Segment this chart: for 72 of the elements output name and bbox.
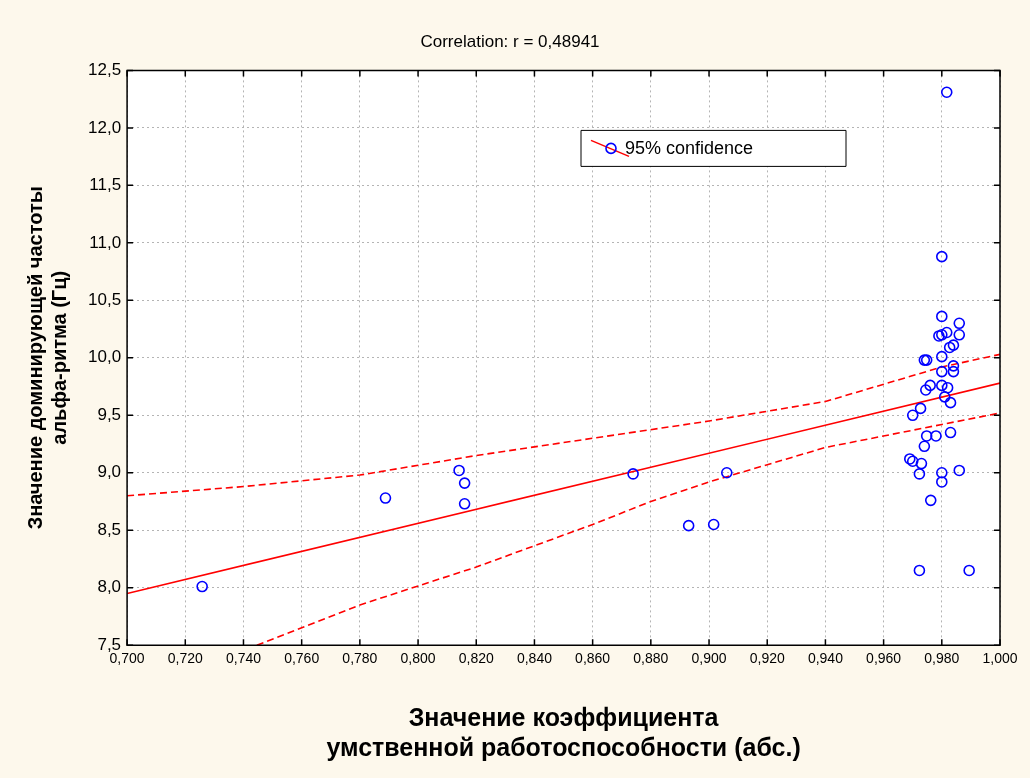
- point: [943, 341, 956, 354]
- y-tick-label: 9,5: [97, 404, 122, 424]
- y-tick-label: 12,0: [87, 117, 122, 137]
- line-series: [127, 353, 1000, 497]
- chart-title: Correlation: r = 0,48941: [420, 31, 600, 51]
- x-tick-label: 0,940: [807, 650, 844, 667]
- point: [936, 365, 948, 378]
- point: [918, 440, 931, 453]
- point: [458, 477, 471, 489]
- point: [940, 326, 953, 339]
- point: [915, 457, 928, 470]
- x-tick-label: 0,880: [633, 650, 669, 667]
- x-tick-label: 0,840: [516, 650, 553, 667]
- point: [936, 466, 948, 479]
- point: [944, 396, 957, 409]
- x-tick-label: 1,000: [982, 650, 1018, 667]
- point: [953, 317, 966, 330]
- y-tick-label: 8,0: [97, 577, 122, 597]
- y-axis-title: Значение доминирующей частоты альфа-ритма (Гц): [23, 186, 70, 530]
- x-tick-label: 0,960: [866, 650, 902, 667]
- point: [913, 468, 926, 480]
- point: [458, 498, 471, 510]
- point: [936, 250, 948, 263]
- legend-label: 95% confidence: [625, 138, 754, 159]
- point: [940, 86, 953, 99]
- point: [924, 379, 936, 392]
- y-tick-label: 10,0: [87, 347, 122, 367]
- point: [682, 519, 695, 532]
- y-tick-label: 11,0: [89, 232, 122, 252]
- point: [453, 464, 465, 477]
- point: [379, 492, 392, 504]
- x-tick-label: 0,820: [458, 650, 494, 667]
- point: [914, 402, 927, 415]
- point: [947, 365, 960, 378]
- point: [936, 379, 948, 392]
- point: [906, 409, 919, 422]
- point: [920, 384, 932, 396]
- point: [936, 310, 948, 323]
- x-axis-title: Значение коэффициента умственной работоспособности (абс.): [326, 702, 801, 761]
- x-tick-label: 0,800: [400, 650, 436, 667]
- y-tick-label: 12,5: [87, 60, 122, 80]
- point: [938, 391, 951, 403]
- y-tick-label: 10,5: [87, 290, 122, 310]
- point: [627, 468, 639, 480]
- y-tick-label: 8,5: [97, 519, 122, 539]
- x-tick-label: 0,860: [575, 650, 611, 667]
- point: [920, 430, 933, 442]
- x-tick-label: 0,720: [167, 650, 204, 667]
- y-tick-label: 11,5: [89, 175, 122, 195]
- line-series: [256, 412, 1000, 646]
- point: [947, 339, 960, 351]
- x-tick-label: 0,980: [924, 650, 960, 667]
- y-tick-label: 9,0: [97, 462, 122, 482]
- point: [953, 329, 966, 341]
- x-tick-label: 0,760: [284, 650, 320, 667]
- point: [720, 466, 733, 479]
- point: [930, 430, 942, 442]
- x-tick-label: 0,780: [342, 650, 378, 667]
- x-tick-label: 0,740: [225, 650, 262, 667]
- point: [936, 476, 948, 488]
- point: [196, 580, 208, 593]
- point: [963, 564, 975, 577]
- point: [947, 360, 960, 372]
- point: [924, 494, 937, 507]
- point: [913, 564, 926, 577]
- point: [936, 350, 948, 363]
- x-tick-label: 0,900: [691, 650, 727, 667]
- point: [944, 426, 957, 439]
- x-tick-label: 0,920: [749, 650, 785, 667]
- point: [707, 518, 720, 531]
- point: [941, 381, 954, 394]
- point: [953, 464, 966, 477]
